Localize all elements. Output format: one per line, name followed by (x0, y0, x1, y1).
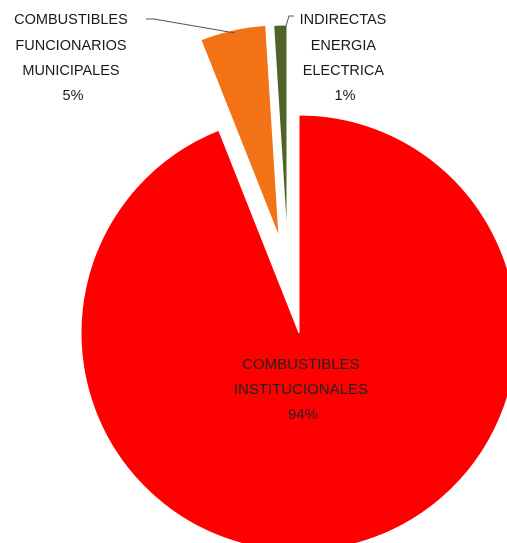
label-institucionales-value: 94% (288, 406, 318, 423)
leader-line-funcionarios (146, 18, 236, 34)
slices-layer (80, 24, 507, 543)
label-institucionales-line1: COMBUSTIBLES (242, 356, 360, 373)
label-indirectas-line3: ELECTRICA (303, 63, 385, 79)
label-funcionarios-line3: MUNICIPALES (22, 63, 119, 79)
label-funcionarios-value: 5% (63, 88, 84, 104)
label-institucionales: COMBUSTIBLES INSTITUCIONALES 94% (234, 356, 372, 423)
label-institucionales-line2: INSTITUCIONALES (234, 381, 368, 398)
label-funcionarios-line1: COMBUSTIBLES (14, 12, 128, 28)
label-indirectas: INDIRECTAS ENERGIA ELECTRICA 1% (300, 12, 391, 104)
slice-institucionales (80, 114, 507, 543)
slice-indirectas (273, 24, 288, 238)
label-funcionarios-line2: FUNCIONARIOS (15, 38, 126, 54)
leader-line-indirectas (285, 15, 294, 27)
label-indirectas-line1: INDIRECTAS (300, 12, 387, 28)
label-indirectas-line2: ENERGIA (311, 38, 377, 54)
label-indirectas-value: 1% (335, 88, 356, 104)
label-funcionarios: COMBUSTIBLES FUNCIONARIOS MUNICIPALES 5% (14, 12, 132, 104)
leader-lines (146, 15, 294, 34)
slice-funcionarios (200, 24, 280, 238)
